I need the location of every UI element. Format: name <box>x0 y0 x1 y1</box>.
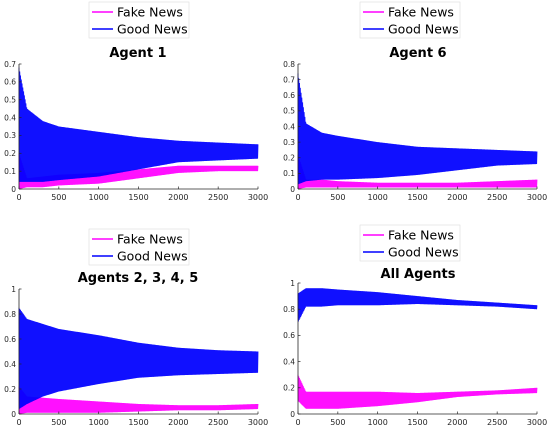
x-tick-label: 2500 <box>208 418 228 427</box>
y-tick-label: 0.4 <box>4 360 16 369</box>
y-tick-label: 0.7 <box>4 60 16 69</box>
subplot-title: Agent 1 <box>109 46 166 61</box>
y-tick-label: 0.1 <box>4 167 16 176</box>
y-tick-label: 0.4 <box>283 357 295 366</box>
legend-box <box>359 1 461 39</box>
y-tick-label: 0.8 <box>4 310 16 319</box>
x-tick-label: 500 <box>330 193 345 202</box>
subplot-1: 0 500 1000 1500 2000 2500 3000 0 0.1 0.2 0.3 0.4 0.5… <box>4 1 268 202</box>
x-tick-label: 2500 <box>208 193 228 202</box>
y-tick-label: 0.6 <box>283 91 295 100</box>
y-tick-label: 0.6 <box>283 331 295 340</box>
subplot-3: 0 500 1000 1500 2000 2500 3000 0 0.2 0.4 0.6 0.8 1 Ag… <box>4 228 268 427</box>
x-tick-label: 3000 <box>248 193 268 202</box>
x-tick-label: 2000 <box>447 418 467 427</box>
x-tick-label: 1500 <box>407 193 427 202</box>
y-tick-label: 0.8 <box>283 60 295 69</box>
subplot-4: 0 500 1000 1500 2000 2500 3000 0 0.2 0.4 0.6 0.8 1 Al… <box>283 224 547 427</box>
series-band-good-news <box>298 288 537 323</box>
x-tick-label: 2500 <box>487 193 507 202</box>
y-tick-label: 0.5 <box>283 107 295 116</box>
y-tick-label: 0.1 <box>283 169 295 178</box>
legend-label-fake-news: Fake News <box>117 5 183 20</box>
x-tick-label: 2000 <box>168 418 188 427</box>
y-tick-label: 1 <box>290 279 295 288</box>
y-tick-label: 0.6 <box>4 335 16 344</box>
legend-label-good-news: Good News <box>388 22 459 37</box>
legend: Fake News Good News <box>359 1 461 39</box>
x-tick-label: 1000 <box>367 418 387 427</box>
x-tick-label: 500 <box>51 193 66 202</box>
x-tick-label: 1000 <box>88 193 108 202</box>
x-tick-label: 1500 <box>407 418 427 427</box>
y-tick-label: 0.5 <box>4 96 16 105</box>
x-tick-label: 2500 <box>487 418 507 427</box>
series-band-good-news <box>19 307 258 409</box>
x-tick-label: 0 <box>16 193 21 202</box>
series-band-fake-news <box>19 386 258 414</box>
x-tick-label: 3000 <box>248 418 268 427</box>
y-tick-label: 0.7 <box>283 75 295 84</box>
series-line-fake-news <box>297 374 538 409</box>
legend: Fake News Good News <box>359 224 461 262</box>
legend: Fake News Good News <box>88 228 190 266</box>
x-tick-label: 1000 <box>367 193 387 202</box>
x-tick-label: 1500 <box>128 418 148 427</box>
series-line-fake-news <box>18 386 259 414</box>
legend-label-fake-news: Fake News <box>117 232 183 247</box>
subplot-title: Agents 2, 3, 4, 5 <box>78 271 199 286</box>
y-tick-label: 0.2 <box>283 384 295 393</box>
y-tick-label: 0 <box>11 410 16 419</box>
y-tick-label: 0 <box>290 410 295 419</box>
x-tick-label: 2000 <box>447 193 467 202</box>
series-line-good-news <box>18 67 259 182</box>
x-tick-label: 1000 <box>88 418 108 427</box>
y-tick-label: 0.8 <box>283 305 295 314</box>
x-tick-label: 2000 <box>168 193 188 202</box>
x-tick-label: 1500 <box>128 193 148 202</box>
y-tick-label: 0.4 <box>4 113 16 122</box>
y-tick-label: 0 <box>290 185 295 194</box>
x-tick-label: 0 <box>16 418 21 427</box>
series-line-good-news <box>297 288 538 322</box>
y-tick-label: 0.2 <box>4 149 16 158</box>
y-tick-label: 0.2 <box>4 385 16 394</box>
legend-box <box>88 228 190 266</box>
series-band-fake-news <box>19 153 258 189</box>
series-line-good-news <box>297 73 538 185</box>
legend-box <box>359 224 461 262</box>
series-band-fake-news <box>298 154 537 189</box>
series-band-fake-news <box>298 374 537 409</box>
subplot-title: All Agents <box>381 267 456 282</box>
y-tick-label: 0.3 <box>4 131 16 140</box>
x-tick-label: 500 <box>51 418 66 427</box>
y-tick-label: 0.4 <box>283 122 295 131</box>
subplot-2: 0 500 1000 1500 2000 2500 3000 0 0.1 0.2 0.3 0.4 0.5… <box>283 1 547 202</box>
subplot-title: Agent 6 <box>389 46 446 61</box>
series-line-good-news <box>18 307 259 409</box>
series-band-good-news <box>19 67 258 182</box>
legend-label-good-news: Good News <box>117 249 188 264</box>
x-tick-label: 3000 <box>527 418 547 427</box>
legend-label-good-news: Good News <box>388 245 459 260</box>
y-tick-label: 0.2 <box>283 154 295 163</box>
y-tick-label: 0 <box>11 185 16 194</box>
legend-box <box>88 1 190 39</box>
x-tick-label: 3000 <box>527 193 547 202</box>
x-tick-label: 0 <box>295 418 300 427</box>
y-tick-label: 0.6 <box>4 78 16 87</box>
legend-label-fake-news: Fake News <box>388 228 454 243</box>
y-tick-label: 1 <box>11 285 16 294</box>
series-band-good-news <box>298 73 537 185</box>
series-line-fake-news <box>297 154 538 189</box>
x-tick-label: 0 <box>295 193 300 202</box>
legend-label-good-news: Good News <box>117 22 188 37</box>
legend: Fake News Good News <box>88 1 190 39</box>
x-tick-label: 500 <box>330 418 345 427</box>
legend-label-fake-news: Fake News <box>388 5 454 20</box>
y-tick-label: 0.3 <box>283 138 295 147</box>
